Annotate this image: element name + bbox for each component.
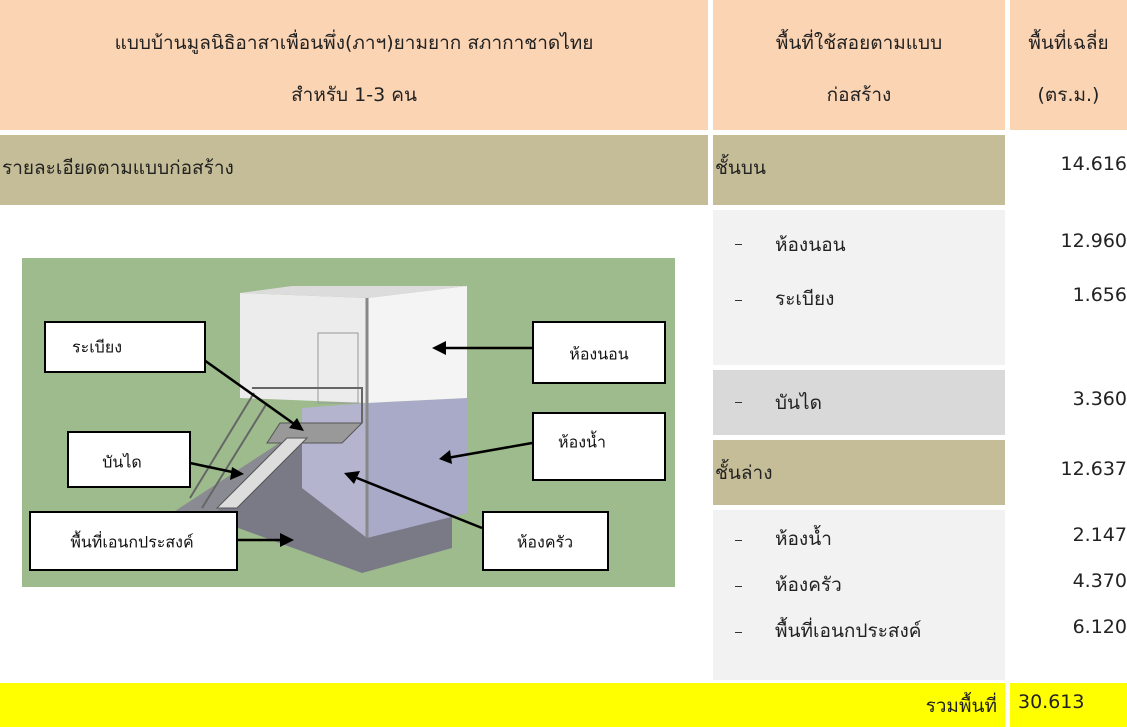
room-area: 1.656 [1072, 284, 1127, 306]
details-cell: รายละเอียดตามแบบก่อสร้าง [0, 135, 708, 205]
header-area: พื้นที่ใช้สอยตามแบบ ก่อสร้าง [713, 0, 1005, 130]
room-name: ห้องน้ำ [775, 528, 832, 550]
floor-area: 12.637 [1060, 458, 1127, 480]
total-label: รวมพื้นที่ [925, 695, 997, 717]
room-area: 12.960 [1060, 230, 1127, 252]
room-name: ห้องครัว [775, 574, 842, 596]
header-plan: แบบบ้านมูลนิธิอาสาเพื่อนพึ่ง(ภาฯ)ยามยาก … [0, 0, 708, 130]
arrows [189, 346, 533, 542]
label-box [67, 431, 191, 488]
label-box [29, 511, 238, 571]
area-cell: 12.960 1.656 [1010, 210, 1127, 365]
label-box [532, 412, 666, 481]
dash [735, 540, 742, 541]
diagram-label: ห้องครัว [517, 533, 573, 552]
diagram-label: ระเบียง [72, 338, 122, 357]
diagram-label: ห้องนอน [569, 345, 629, 364]
railing [201, 402, 268, 509]
dash [735, 300, 742, 301]
wall [240, 293, 367, 403]
diagram-label: บันได [102, 453, 142, 472]
dash [735, 586, 742, 587]
details-label: รายละเอียดตามแบบก่อสร้าง [2, 157, 234, 179]
house-diagram: ระเบียง ห้องนอน บันได ห้องน้ำ พื้นที่เอน… [22, 258, 675, 587]
area-cell: 2.147 4.370 6.120 [1010, 510, 1127, 680]
room-name: ระเบียง [775, 288, 835, 310]
door [317, 332, 359, 404]
header-text: พื้นที่เฉลี่ย [1028, 32, 1109, 54]
dash [735, 402, 742, 403]
total-cell: รวมพื้นที่ [0, 683, 1005, 727]
total-area: 30.613 [1018, 691, 1085, 713]
arrowheads [230, 341, 452, 547]
label-box [44, 321, 206, 373]
floor-area: 14.616 [1060, 153, 1127, 175]
room-area: 2.147 [1072, 524, 1127, 546]
room-area: 3.360 [1072, 388, 1127, 410]
dash [735, 244, 742, 245]
rooms-cell: ห้องนอน ระเบียง [713, 210, 1005, 365]
stairs-cell: บันได [713, 370, 1005, 435]
room-name: พื้นที่เอนกประสงค์ [775, 620, 922, 642]
floor-name: ชั้นล่าง [715, 462, 773, 484]
diagram-label: พื้นที่เอนกประสงค์ [70, 531, 193, 552]
header-text: แบบบ้านมูลนิธิอาสาเพื่อนพึ่ง(ภาฯ)ยามยาก … [114, 32, 594, 54]
header-text: ก่อสร้าง [826, 84, 892, 106]
header-text: พื้นที่ใช้สอยตามแบบ [775, 32, 943, 54]
header-text: สำหรับ 1-3 คน [291, 84, 417, 106]
floor-cell: ชั้นบน [713, 135, 1005, 205]
stairs [215, 437, 309, 509]
wall [367, 398, 467, 538]
dash [735, 632, 742, 633]
header-text: (ตร.ม.) [1037, 84, 1100, 106]
area-cell: 14.616 [1010, 135, 1127, 205]
label-box [532, 321, 666, 384]
floor-name: ชั้นบน [715, 157, 766, 179]
room-area: 4.370 [1072, 570, 1127, 592]
total-area-cell: 30.613 [1010, 683, 1127, 727]
roof-edge [240, 286, 467, 298]
room-name: ห้องนอน [775, 234, 846, 256]
railing [189, 392, 255, 499]
room-name: บันได [775, 392, 822, 414]
rooms-cell: ห้องน้ำ ห้องครัว พื้นที่เอนกประสงค์ [713, 510, 1005, 680]
floor-cell: ชั้นล่าง [713, 440, 1005, 505]
area-cell: 12.637 [1010, 440, 1127, 505]
header-avg: พื้นที่เฉลี่ย (ตร.ม.) [1010, 0, 1127, 130]
label-box [482, 511, 609, 571]
wall [367, 286, 467, 403]
room-area: 6.120 [1072, 616, 1127, 638]
railing [252, 387, 363, 423]
diagram-label: ห้องน้ำ [558, 431, 606, 452]
area-cell: 3.360 [1010, 370, 1127, 435]
